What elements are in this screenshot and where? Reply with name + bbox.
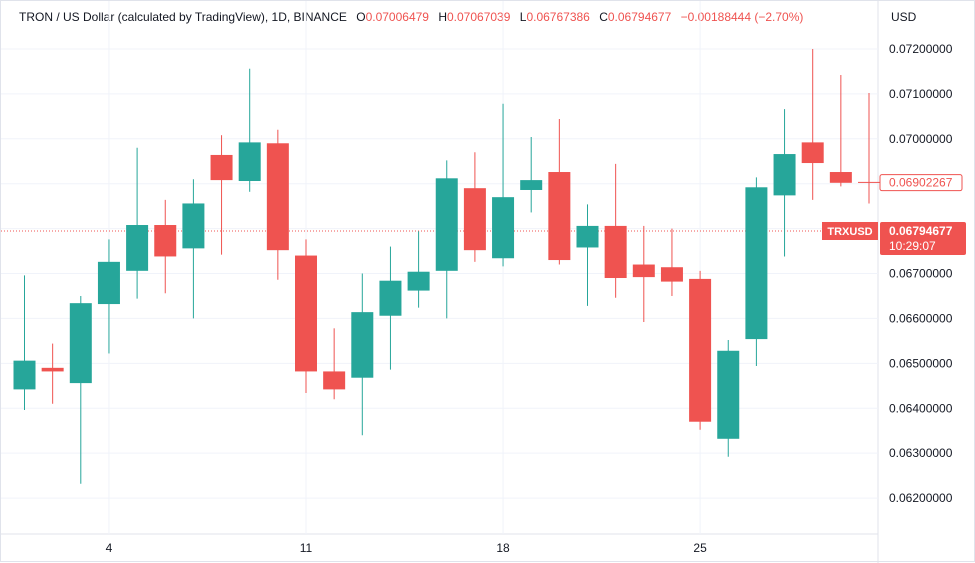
- candle-body: [858, 181, 880, 183]
- candle-body: [154, 225, 177, 257]
- candle: [351, 273, 374, 436]
- candle-body: [829, 172, 852, 183]
- candle: [773, 109, 796, 257]
- candle: [689, 270, 712, 430]
- y-tick-label: 0.07200000: [889, 42, 953, 56]
- candle-body: [689, 278, 712, 422]
- candle-body: [632, 264, 655, 278]
- low-value: 0.06767386: [526, 10, 590, 24]
- high-value: 0.07067039: [447, 10, 511, 24]
- y-tick-label: 0.06700000: [889, 267, 953, 281]
- prev-close-label: 0.06902267: [889, 176, 953, 190]
- candle: [745, 177, 768, 367]
- candle-body: [435, 178, 458, 271]
- y-tick-label: 0.07000000: [889, 132, 953, 146]
- candle-body: [604, 225, 627, 279]
- candle: [238, 68, 261, 192]
- candle-body: [548, 172, 571, 261]
- candle-body: [323, 371, 346, 390]
- symbol-tag: TRXUSD: [827, 226, 872, 238]
- candle-body: [13, 360, 36, 390]
- candle-body: [801, 142, 824, 164]
- candle: [548, 119, 571, 265]
- candle: [69, 295, 92, 484]
- candle: [717, 339, 740, 457]
- candle: [463, 152, 486, 262]
- candle-body: [407, 271, 430, 291]
- candle-body: [745, 187, 768, 340]
- candle: [41, 343, 64, 404]
- prev-close-label-box: [879, 174, 963, 192]
- high-label: H: [438, 10, 447, 24]
- candle: [407, 231, 430, 308]
- candle-body: [126, 225, 149, 271]
- candle-body: [351, 312, 374, 378]
- symbol-title: TRON / US Dollar (calculated by TradingV…: [19, 10, 347, 24]
- y-tick-label: 0.07100000: [889, 87, 953, 101]
- candle-body: [182, 203, 205, 249]
- candle: [97, 239, 120, 354]
- candle-body: [660, 267, 683, 282]
- close-value: 0.06794677: [607, 10, 672, 24]
- candle-body: [520, 180, 543, 190]
- y-tick-label: 0.06500000: [889, 356, 953, 370]
- candle: [210, 135, 233, 255]
- candle-body: [97, 261, 120, 305]
- candle: [660, 228, 683, 296]
- candle-body: [41, 367, 64, 372]
- candle-body: [463, 188, 486, 251]
- candle-body: [492, 197, 515, 259]
- countdown-label: 10:29:07: [889, 239, 936, 253]
- y-tick-label: 0.06400000: [889, 401, 953, 415]
- candle: [323, 328, 346, 400]
- candle-body: [295, 255, 317, 372]
- candle-body: [266, 143, 289, 251]
- candle: [13, 275, 36, 411]
- x-tick-label: 25: [693, 541, 707, 555]
- candle: [829, 75, 852, 187]
- open-value: 0.07006479: [365, 10, 429, 24]
- candle: [295, 239, 317, 393]
- candle: [604, 163, 627, 298]
- x-tick-label: 18: [496, 541, 510, 555]
- y-tick-label: 0.06300000: [889, 446, 953, 460]
- candle: [632, 225, 655, 323]
- close-label: C: [599, 10, 608, 24]
- candle: [182, 179, 205, 319]
- candle: [858, 92, 880, 204]
- candle: [379, 246, 402, 370]
- candle-body: [210, 154, 233, 181]
- last-price-label: 0.06794677: [889, 224, 953, 238]
- candle: [576, 204, 599, 306]
- change-value: −0.00188444 (−2.70%): [680, 10, 804, 24]
- candle: [126, 147, 149, 299]
- candle: [492, 103, 515, 267]
- last-price-label-box: [880, 221, 966, 255]
- candle-body: [69, 303, 92, 384]
- candle: [154, 199, 177, 294]
- candle: [266, 129, 289, 280]
- open-label: O: [356, 10, 366, 24]
- candle-body: [379, 280, 402, 316]
- candle: [435, 160, 458, 319]
- symbol-tag-box: [822, 221, 878, 240]
- legend-header: TRON / US Dollar (calculated by TradingV…: [19, 10, 803, 24]
- x-tick-label: 4: [106, 541, 113, 555]
- x-tick-label: 11: [300, 541, 313, 555]
- candle-body: [576, 225, 599, 248]
- candle: [801, 48, 824, 200]
- candle-body: [773, 154, 796, 196]
- low-label: L: [519, 10, 527, 24]
- y-tick-label: 0.06200000: [889, 491, 953, 505]
- candle: [520, 136, 543, 213]
- candle-body: [717, 350, 740, 439]
- candle-body: [238, 142, 261, 182]
- y-tick-label: 0.06600000: [889, 311, 953, 325]
- currency-label: USD: [891, 10, 917, 24]
